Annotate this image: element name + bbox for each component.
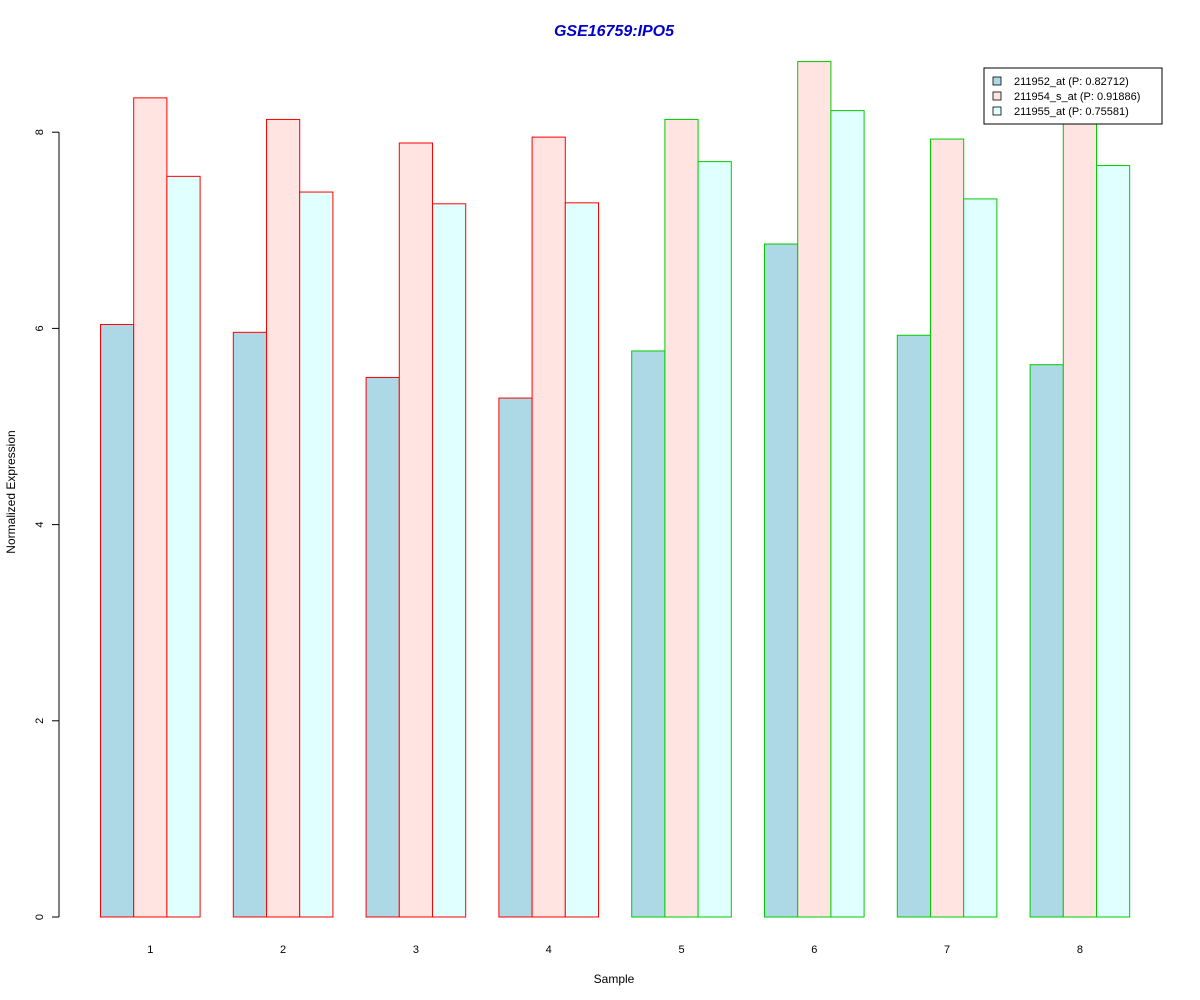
y-axis-label: Normalized Expression bbox=[4, 430, 18, 553]
legend-box bbox=[983, 67, 1163, 125]
x-tick-label: 6 bbox=[811, 944, 817, 956]
x-tick-label: 8 bbox=[1077, 944, 1083, 956]
y-tick-label: 0 bbox=[34, 914, 46, 920]
x-tick-label: 7 bbox=[944, 944, 950, 956]
legend-entry: 211954_s_at (P: 0.91886) bbox=[1014, 91, 1140, 103]
bar bbox=[797, 61, 832, 918]
bar bbox=[133, 97, 168, 918]
legend-entry: 211952_at (P: 0.82712) bbox=[1014, 76, 1129, 88]
x-axis: 1 2 3 4 5 6 7 8 bbox=[147, 944, 1083, 956]
chart-title: GSE16759:IPO5 bbox=[554, 23, 675, 40]
bar bbox=[764, 243, 799, 918]
bar bbox=[631, 350, 666, 918]
bar bbox=[896, 334, 931, 918]
bar bbox=[564, 202, 599, 918]
x-tick-label: 1 bbox=[147, 944, 153, 956]
bar bbox=[930, 138, 965, 918]
y-tick-label: 6 bbox=[34, 325, 46, 331]
bar bbox=[963, 198, 998, 918]
bar bbox=[365, 376, 400, 918]
bar bbox=[1062, 116, 1098, 918]
bar bbox=[266, 118, 301, 918]
bars-group bbox=[100, 61, 1131, 918]
legend-entry: 211955_at (P: 0.75581) bbox=[1014, 106, 1129, 118]
bar bbox=[398, 142, 433, 918]
y-tick-label: 2 bbox=[34, 718, 46, 724]
x-axis-label: Sample bbox=[594, 972, 635, 986]
bar bbox=[664, 118, 699, 918]
bar bbox=[166, 175, 201, 918]
legend-swatch bbox=[992, 76, 1002, 86]
bar bbox=[830, 110, 865, 918]
bar bbox=[100, 323, 135, 918]
y-axis: 0 2 4 6 8 bbox=[34, 129, 60, 920]
legend-swatch bbox=[992, 91, 1002, 101]
bar bbox=[299, 191, 334, 918]
bar bbox=[531, 136, 566, 918]
bar bbox=[432, 203, 467, 918]
x-tick-label: 3 bbox=[413, 944, 419, 956]
x-tick-label: 5 bbox=[678, 944, 684, 956]
bar bbox=[498, 397, 533, 918]
bar bbox=[1029, 364, 1064, 918]
bar bbox=[697, 161, 732, 918]
y-tick-label: 4 bbox=[34, 522, 46, 528]
x-tick-label: 2 bbox=[280, 944, 286, 956]
y-tick-label: 8 bbox=[34, 129, 46, 135]
legend: 211952_at (P: 0.82712) 211954_s_at (P: 0.… bbox=[983, 67, 1163, 125]
bar bbox=[1096, 165, 1131, 918]
legend-swatch bbox=[992, 106, 1002, 116]
x-tick-label: 4 bbox=[546, 944, 552, 956]
bar bbox=[232, 331, 268, 918]
